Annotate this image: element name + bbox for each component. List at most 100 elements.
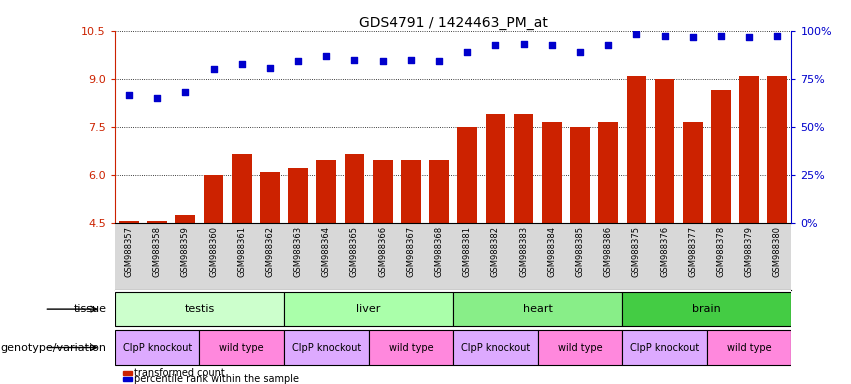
Text: tissue: tissue	[73, 304, 106, 314]
Text: GSM988378: GSM988378	[717, 226, 725, 277]
Text: GSM988368: GSM988368	[435, 226, 443, 277]
Text: brain: brain	[693, 304, 722, 314]
Text: liver: liver	[357, 304, 380, 314]
Text: GSM988381: GSM988381	[463, 226, 471, 277]
Text: GSM988377: GSM988377	[688, 226, 697, 277]
Point	[602, 42, 615, 48]
Text: GSM988386: GSM988386	[603, 226, 613, 277]
Bar	[768, 76, 787, 367]
Point	[263, 65, 277, 71]
Bar	[707, 330, 791, 365]
Bar	[119, 221, 139, 367]
Text: GSM988358: GSM988358	[152, 226, 162, 277]
Text: wild type: wild type	[220, 343, 264, 353]
Point	[291, 58, 305, 64]
Point	[460, 48, 474, 55]
Bar	[453, 330, 538, 365]
Bar	[401, 161, 420, 367]
Bar	[683, 122, 703, 367]
Point	[714, 33, 728, 39]
Bar	[711, 90, 731, 367]
Text: ClpP knockout: ClpP knockout	[461, 343, 530, 353]
Bar	[486, 114, 505, 367]
Bar	[570, 127, 590, 367]
Text: transformed count: transformed count	[134, 368, 226, 378]
Text: GSM988361: GSM988361	[237, 226, 246, 277]
Text: wild type: wild type	[557, 343, 603, 353]
Bar	[284, 292, 453, 326]
Bar	[654, 79, 675, 367]
Point	[348, 56, 362, 63]
Point	[376, 58, 390, 64]
Bar	[345, 154, 364, 367]
Text: testis: testis	[185, 304, 214, 314]
Bar	[260, 172, 280, 367]
Text: wild type: wild type	[727, 343, 772, 353]
Bar	[457, 127, 477, 367]
Text: percentile rank within the sample: percentile rank within the sample	[134, 374, 300, 384]
Bar	[115, 292, 284, 326]
Bar	[622, 292, 791, 326]
Text: GSM988362: GSM988362	[266, 226, 274, 277]
Bar	[373, 161, 392, 367]
Bar	[598, 122, 618, 367]
Point	[517, 40, 530, 46]
Point	[179, 88, 192, 94]
Text: GSM988363: GSM988363	[294, 226, 303, 277]
Bar	[453, 292, 622, 326]
Text: GSM988375: GSM988375	[632, 226, 641, 277]
Point	[630, 31, 643, 37]
Point	[151, 95, 164, 101]
Text: GSM988379: GSM988379	[745, 226, 754, 277]
Text: GSM988384: GSM988384	[547, 226, 557, 277]
Bar	[231, 154, 252, 367]
Text: GSM988385: GSM988385	[575, 226, 585, 277]
Text: GSM988360: GSM988360	[209, 226, 218, 277]
Bar	[622, 330, 707, 365]
Point	[488, 42, 502, 48]
Point	[545, 42, 558, 48]
Point	[432, 58, 446, 64]
Bar	[317, 161, 336, 367]
Text: GSM988382: GSM988382	[491, 226, 500, 277]
Text: ClpP knockout: ClpP knockout	[292, 343, 361, 353]
Point	[319, 53, 333, 60]
Point	[123, 92, 136, 98]
Point	[207, 66, 220, 72]
Bar	[626, 76, 646, 367]
Bar	[147, 221, 167, 367]
Bar	[284, 330, 368, 365]
Text: GSM988364: GSM988364	[322, 226, 331, 277]
Point	[686, 34, 700, 40]
Bar	[538, 330, 622, 365]
Bar	[115, 330, 199, 365]
Bar	[199, 330, 284, 365]
Text: GSM988359: GSM988359	[181, 226, 190, 277]
Point	[742, 34, 756, 40]
Text: GSM988366: GSM988366	[378, 226, 387, 277]
Text: GSM988380: GSM988380	[773, 226, 782, 277]
Bar	[368, 330, 453, 365]
Text: GSM988357: GSM988357	[124, 226, 134, 277]
Bar	[175, 215, 195, 367]
Text: genotype/variation: genotype/variation	[0, 343, 106, 353]
Text: GSM988383: GSM988383	[519, 226, 528, 277]
Point	[658, 33, 671, 39]
Text: ClpP knockout: ClpP knockout	[630, 343, 700, 353]
Point	[770, 33, 784, 39]
Text: GSM988367: GSM988367	[407, 226, 415, 277]
Title: GDS4791 / 1424463_PM_at: GDS4791 / 1424463_PM_at	[359, 16, 547, 30]
Text: heart: heart	[523, 304, 552, 314]
Bar	[542, 122, 562, 367]
Text: wild type: wild type	[389, 343, 433, 353]
Text: GSM988376: GSM988376	[660, 226, 669, 277]
Point	[574, 48, 587, 55]
Point	[235, 61, 248, 68]
Text: ClpP knockout: ClpP knockout	[123, 343, 191, 353]
Bar	[514, 114, 534, 367]
Point	[404, 56, 418, 63]
Bar	[740, 76, 759, 367]
Bar	[429, 161, 449, 367]
Bar	[203, 175, 224, 367]
Text: GSM988365: GSM988365	[350, 226, 359, 277]
